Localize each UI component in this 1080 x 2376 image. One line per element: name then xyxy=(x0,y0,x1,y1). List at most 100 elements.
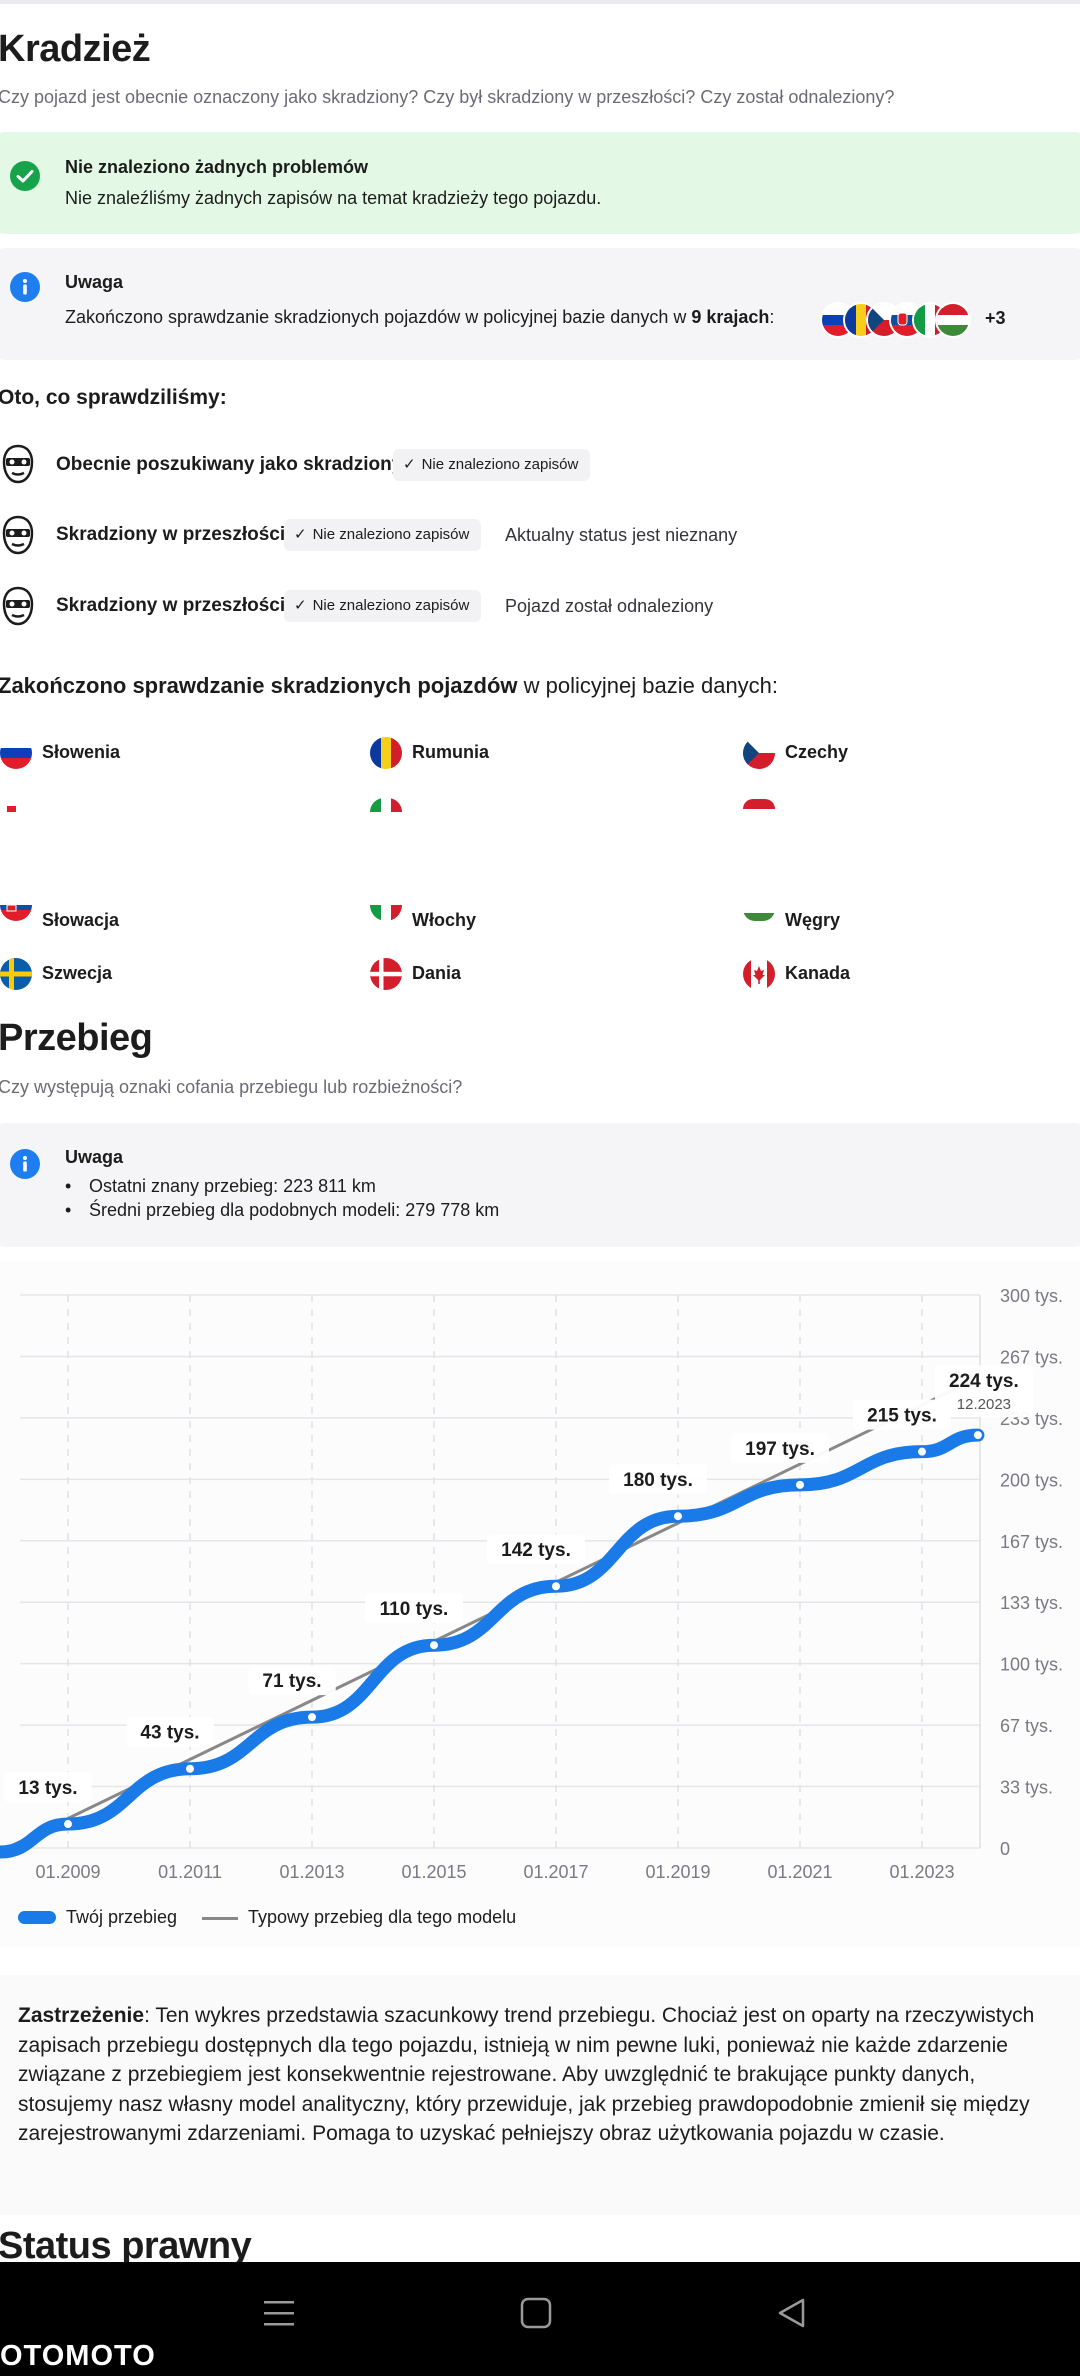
data-label: 180 tys. xyxy=(623,1470,693,1491)
data-label: 215 tys. xyxy=(867,1406,937,1427)
checked-heading: Oto, co sprawdziliśmy: xyxy=(0,386,227,409)
thief-mask-icon xyxy=(0,586,36,626)
data-label: 110 tys. xyxy=(380,1599,449,1620)
checkmark-icon: ✓ xyxy=(294,597,307,614)
check-label: Skradziony w przeszłości xyxy=(56,524,286,545)
y-tick-label: 33 tys. xyxy=(1000,1778,1053,1798)
x-tick-label: 01.2023 xyxy=(889,1862,954,1882)
flag-sliver-icon xyxy=(370,798,402,812)
otomoto-logo: OTOMOTO xyxy=(0,2340,156,2372)
flag-hungary-icon xyxy=(935,302,971,338)
data-point xyxy=(62,1818,74,1831)
data-point xyxy=(672,1510,684,1523)
data-label-bg xyxy=(934,1365,1033,1418)
mileage-info-title: Uwaga xyxy=(65,1147,124,1167)
mileage-section-title: Przebieg xyxy=(0,1017,153,1059)
data-point xyxy=(428,1639,440,1652)
y-tick-label: 200 tys. xyxy=(1000,1470,1063,1490)
flag-sweden-icon xyxy=(0,958,32,990)
theft-info-title: Uwaga xyxy=(65,272,124,292)
no-problems-title: Nie znaleziono żadnych problemów xyxy=(65,157,369,177)
y-tick-label: 167 tys. xyxy=(1000,1532,1063,1552)
check-label: Obecnie poszukiwany jako skradziony xyxy=(56,454,403,475)
data-point xyxy=(794,1478,806,1491)
flag-hungary-icon xyxy=(743,909,775,921)
y-tick-label: 267 tys. xyxy=(1000,1347,1063,1367)
disclaimer-box: Zastrzeżenie: Ten wykres przedstawia sza… xyxy=(0,1975,1080,2215)
x-tick-label: 01.2015 xyxy=(401,1862,466,1882)
x-tick-label: 01.2011 xyxy=(158,1862,222,1882)
data-label-bg xyxy=(609,1464,707,1495)
check-note: Aktualny status jest nieznany xyxy=(505,525,738,545)
flag-romania-icon xyxy=(370,737,402,769)
legend-typical-label: Typowy przebieg dla tego modelu xyxy=(248,1907,517,1927)
check-label: Skradziony w przeszłości xyxy=(56,595,286,616)
no-problems-text: Nie znaleźliśmy żadnych zapisów na temat… xyxy=(65,188,602,208)
data-label: 142 tys. xyxy=(501,1540,571,1561)
x-tick-label: 01.2009 xyxy=(35,1862,100,1882)
data-label-bg xyxy=(731,1432,829,1463)
chart-panel xyxy=(0,1262,1080,1946)
data-label: 13 tys. xyxy=(18,1778,77,1799)
theft-section-subtitle: Czy pojazd jest obecnie oznaczony jako s… xyxy=(0,87,895,107)
mileage-info-card: Uwaga • Ostatni znany przebieg: 223 811 k… xyxy=(0,1123,1080,1247)
data-label-bg xyxy=(853,1399,951,1430)
more-flags-count: +3 xyxy=(985,308,1006,328)
database-heading: Zakończono sprawdzanie skradzionych poja… xyxy=(0,673,779,698)
checkmark-icon: ✓ xyxy=(403,456,416,473)
system-navigation-bar xyxy=(0,2262,1080,2376)
back-icon[interactable] xyxy=(774,2296,808,2330)
thief-mask-icon xyxy=(0,444,36,484)
flag-italy-icon xyxy=(370,905,402,921)
data-label-bg xyxy=(248,1665,336,1696)
data-label-bg xyxy=(365,1593,463,1624)
status-badge: ✓ Nie znaleziono zapisów xyxy=(284,519,482,551)
x-tick-label: 01.2021 xyxy=(767,1862,832,1882)
mileage-info-list: • Ostatni znany przebieg: 223 811 km • Śre… xyxy=(65,1174,499,1222)
x-tick-label: 01.2019 xyxy=(645,1862,710,1882)
data-label-bg xyxy=(126,1716,214,1747)
legend-swatch-typical xyxy=(202,1917,238,1920)
legend-swatch-own xyxy=(18,1911,56,1924)
thief-mask-icon xyxy=(0,515,36,555)
recent-apps-icon[interactable] xyxy=(262,2297,296,2329)
top-divider xyxy=(0,0,1080,4)
y-tick-label: 67 tys. xyxy=(1000,1716,1053,1736)
info-icon xyxy=(10,1149,40,1179)
data-point xyxy=(306,1711,318,1724)
data-point xyxy=(971,1429,984,1442)
list-item: • Średni przebieg dla podobnych modeli: 2… xyxy=(65,1200,500,1220)
flag-czechia-icon xyxy=(743,737,775,769)
flag-denmark-icon xyxy=(370,958,402,990)
home-icon[interactable] xyxy=(519,2296,553,2330)
mileage-section-subtitle: Czy występują oznaki cofania przebiegu l… xyxy=(0,1077,463,1097)
list-item: • Ostatni znany przebieg: 223 811 km xyxy=(65,1176,376,1196)
theft-section-title: Kradzież xyxy=(0,28,151,70)
flag-slovenia-icon xyxy=(0,737,32,769)
info-icon xyxy=(10,272,40,302)
theft-info-text: Zakończono sprawdzanie skradzionych poja… xyxy=(65,307,775,327)
bullet: • xyxy=(65,1200,72,1220)
data-label: 224 tys. xyxy=(949,1371,1019,1392)
legend-own-label: Twój przebieg xyxy=(66,1907,178,1927)
flag-sliver-icon xyxy=(0,803,32,812)
y-tick-label: 0 xyxy=(1000,1839,1010,1859)
bullet: • xyxy=(65,1176,72,1196)
flag-canada-icon xyxy=(743,958,775,990)
y-tick-label: 300 tys. xyxy=(1000,1286,1063,1306)
disclaimer-text: Zastrzeżenie: Ten wykres przedstawia sza… xyxy=(18,2004,1035,2145)
data-label-bg xyxy=(487,1534,585,1565)
data-label: 43 tys. xyxy=(140,1723,199,1744)
data-label: 71 tys. xyxy=(262,1671,321,1692)
check-note: Pojazd został odnaleziony xyxy=(505,596,714,616)
no-problems-card: Nie znaleziono żadnych problemów Nie zna… xyxy=(0,132,1080,234)
y-tick-label: 100 tys. xyxy=(1000,1655,1063,1675)
flag-sliver-icon xyxy=(743,799,775,809)
flag-slovakia-icon xyxy=(0,905,32,921)
data-point xyxy=(550,1580,562,1593)
status-badge: ✓ Nie znaleziono zapisów xyxy=(284,590,482,622)
legal-status-title: Status prawny xyxy=(0,2225,252,2267)
status-badge: ✓ Nie znaleziono zapisów xyxy=(393,449,591,481)
x-tick-label: 01.2017 xyxy=(523,1862,588,1882)
y-tick-label: 133 tys. xyxy=(1000,1593,1063,1613)
